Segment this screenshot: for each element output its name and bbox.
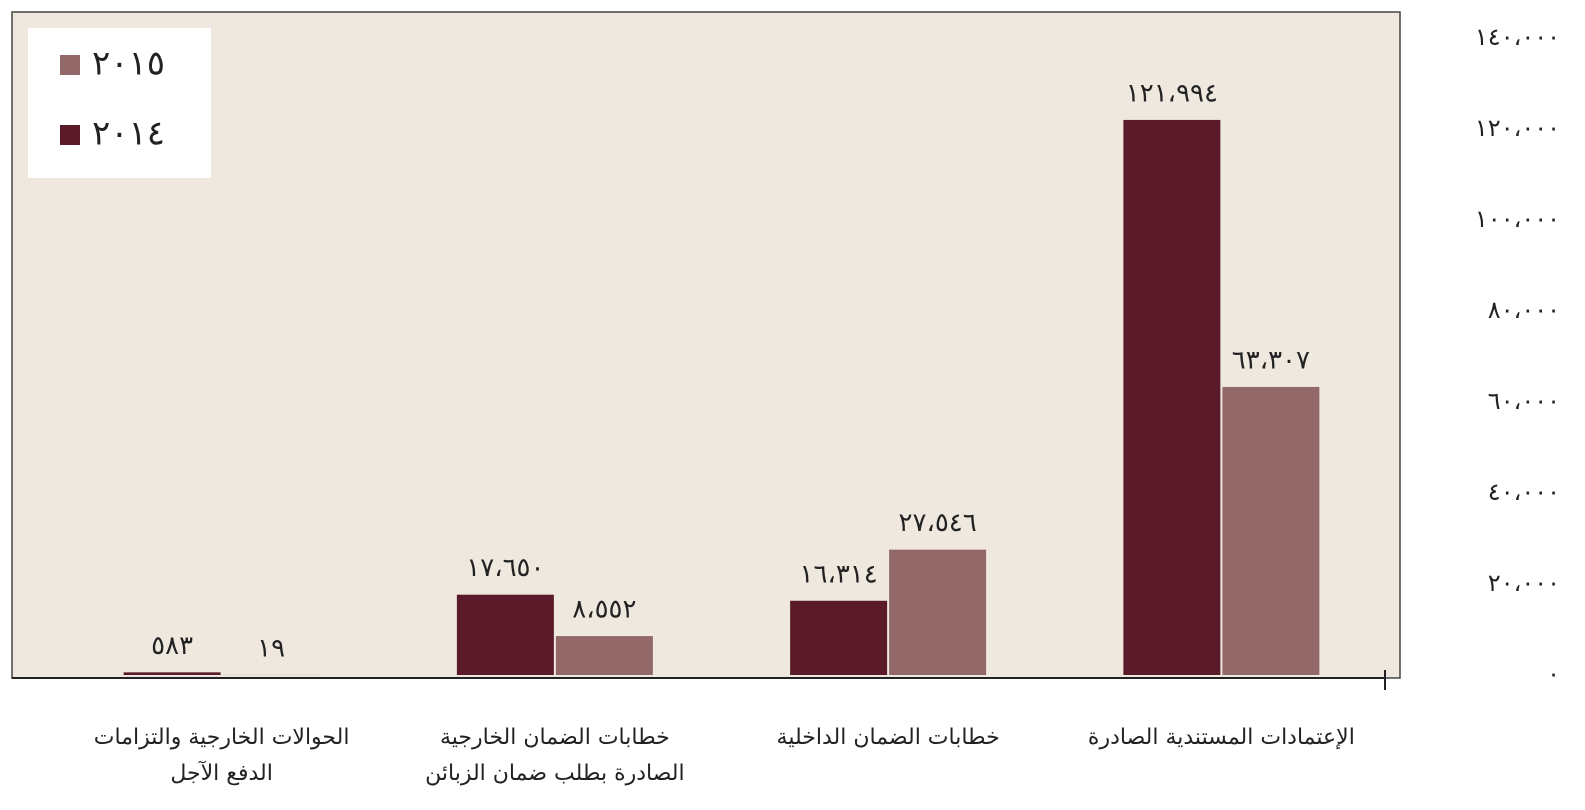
legend-swatch [60,55,80,75]
value-label: ١٩ [257,633,285,663]
value-label: ١٦،٣١٤ [800,559,878,589]
y-tick-label: ١٤٠،٠٠٠ [1475,23,1560,51]
bar [123,672,221,675]
x-tick-label: خطابات الضمان الداخلية [777,725,1000,750]
value-label: ١٧،٦٥٠ [466,553,544,583]
value-label: ٢٧،٥٤٦ [899,508,977,538]
bar [1222,386,1320,675]
y-tick-label: ٤٠،٠٠٠ [1488,478,1560,506]
x-tick-label: الحوالات الخارجية والتزامات [94,725,350,750]
legend-swatch [60,125,80,145]
bar [790,600,888,675]
y-tick-label: ٠ [1547,660,1560,688]
x-tick-label: خطابات الضمان الخارجية [440,725,670,750]
bar [1123,119,1221,675]
value-label: ٦٣،٣٠٧ [1232,345,1310,375]
y-tick-label: ٨٠،٠٠٠ [1488,296,1560,324]
value-label: ١٢١،٩٩٤ [1126,78,1218,108]
legend-label: ٢٠١٥ [92,44,165,84]
bar [889,549,987,675]
y-tick-label: ٢٠،٠٠٠ [1488,569,1560,597]
y-tick-label: ١٢٠،٠٠٠ [1475,114,1560,142]
x-tick-label: الإعتمادات المستندية الصادرة [1088,725,1355,750]
bar [555,636,653,675]
value-label: ٥٨٣ [151,631,193,661]
y-tick-label: ٦٠،٠٠٠ [1488,387,1560,415]
value-label: ٨،٥٥٢ [572,595,636,625]
legend-box [28,28,211,178]
bar [456,594,554,675]
x-tick-label: الدفع الآجل [170,760,273,786]
legend-label: ٢٠١٤ [92,114,165,154]
x-tick-label: الصادرة بطلب ضمان الزبائن [425,761,685,786]
y-tick-label: ١٠٠،٠٠٠ [1475,205,1560,233]
